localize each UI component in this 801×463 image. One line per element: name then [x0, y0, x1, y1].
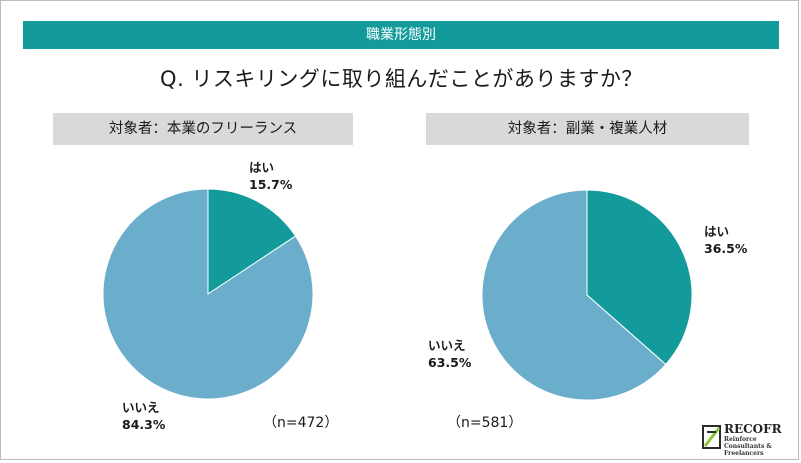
- left-chart-title: 対象者：本業のフリーランス: [53, 113, 353, 145]
- left-sample-size: （n=472）: [263, 415, 339, 431]
- logo-name: RECOFR: [724, 422, 782, 436]
- right-yes-label: はい 36.5%: [704, 223, 747, 257]
- left-pie-slice-yes: [207, 188, 297, 295]
- right-chart-title: 対象者：副業・複業人材: [426, 113, 749, 145]
- right-sample-size: （n=581）: [447, 415, 523, 431]
- right-no-name: いいえ: [428, 338, 466, 353]
- left-yes-label: はい 15.7%: [249, 159, 292, 193]
- left-no-name: いいえ: [122, 400, 160, 415]
- recofr-logo-mark-icon: [702, 425, 721, 449]
- left-yes-name: はい: [249, 160, 275, 175]
- category-banner: 職業形態別: [23, 21, 779, 49]
- logo-subtitle: Reinforce Consultants & Freelancers: [724, 436, 772, 457]
- right-pie-slice-yes: [586, 189, 693, 366]
- survey-question: Q. リスキリングに取り組んだことがありますか？: [160, 67, 643, 91]
- right-pie-slice-no: [481, 189, 667, 401]
- left-no-percent: 84.3%: [122, 417, 166, 432]
- left-pie-slice-no: [102, 188, 314, 400]
- right-no-label: いいえ 63.5%: [428, 337, 471, 371]
- right-yes-percent: 36.5%: [704, 241, 748, 256]
- left-no-label: いいえ 84.3%: [122, 399, 165, 433]
- recofr-logo: RECOFR Reinforce Consultants & Freelance…: [702, 422, 792, 457]
- left-yes-percent: 15.7%: [249, 177, 293, 192]
- right-no-percent: 63.5%: [428, 355, 472, 370]
- right-yes-name: はい: [704, 224, 730, 239]
